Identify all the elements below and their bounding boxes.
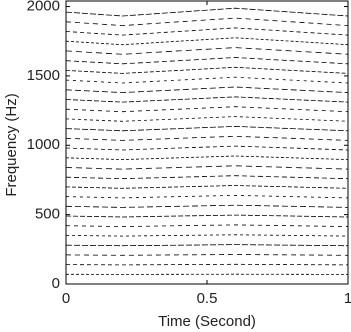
harmonic-line [65,76,349,84]
harmonic-line [65,234,349,237]
harmonic-line [65,27,349,36]
harmonic-line [65,47,349,55]
harmonic-line [65,224,349,228]
x-axis-label: Time (Second) [158,313,256,330]
harmonic-line [65,57,349,65]
y-axis-label: Frequency (Hz) [3,93,20,196]
harmonic-line [65,194,349,199]
harmonic-line [65,96,349,103]
harmonic-line [65,7,349,17]
y-tick-label: 500 [35,206,60,223]
harmonic-line [65,155,349,161]
y-tick-label: 1000 [27,136,60,153]
harmonic-line [65,17,349,27]
harmonic-line [65,37,349,46]
y-tick-label: 0 [52,275,60,292]
harmonic-line [65,185,349,189]
harmonic-line [65,165,349,170]
harmonic-line [65,135,349,141]
harmonic-line [65,263,349,266]
harmonic-line [65,244,349,247]
x-tick-label: 0.5 [197,290,218,307]
y-tick-label: 2000 [27,0,60,15]
x-tick-label: 0 [62,290,70,307]
y-tick-label: 1500 [27,67,60,84]
harmonic-line [65,106,349,113]
harmonic-line [65,116,349,122]
harmonic-line [65,125,349,132]
harmonic-line [65,214,349,218]
harmonic-line [65,254,349,256]
x-tick-label: 1 [344,290,351,307]
harmonic-line [65,145,349,151]
harmonic-line [65,86,349,94]
harmonic-line [65,175,349,180]
harmonic-line [65,66,349,74]
harmonic-line [65,204,349,208]
